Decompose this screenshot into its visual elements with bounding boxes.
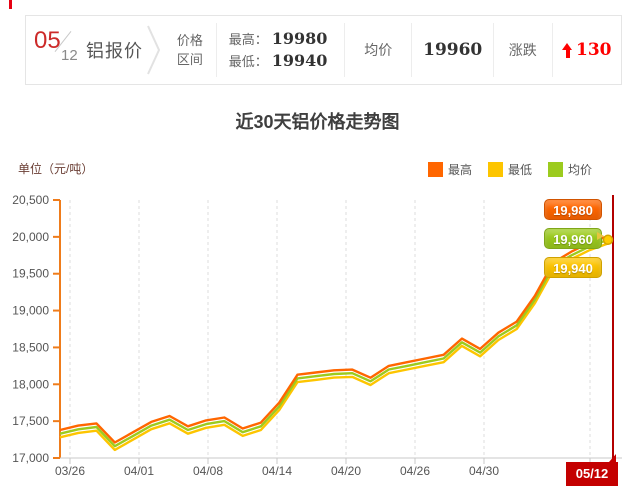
quote-id-section: 05 12 铝报价 xyxy=(26,16,164,84)
x-tick-label: 04/26 xyxy=(400,464,430,478)
price-range-label-line1: 价格 xyxy=(176,33,203,48)
chevron-right-icon xyxy=(147,25,161,75)
y-tick-label: 17,000 xyxy=(12,451,49,465)
series-line-最低 xyxy=(59,242,609,452)
y-tick-label: 17,500 xyxy=(12,414,49,428)
legend-label-low: 最低 xyxy=(507,163,532,177)
date-month: 05 xyxy=(34,27,61,54)
end-badge-low: 19,940 xyxy=(544,257,602,278)
low-row: 最低： 19940 xyxy=(229,50,328,72)
legend-item-avg[interactable]: 均价 xyxy=(547,161,592,178)
y-tick-label: 20,000 xyxy=(12,230,49,244)
high-value: 19980 xyxy=(271,29,328,48)
series-line-最高 xyxy=(59,234,609,444)
series-line-均价 xyxy=(59,238,609,448)
divider xyxy=(492,23,494,77)
change-value: 130 xyxy=(576,40,612,60)
change-label-section: 涨跌 xyxy=(494,16,552,84)
chart-legend: 最高 最低 均价 xyxy=(427,161,592,178)
chart-title: 近30天铝价格走势图 xyxy=(235,112,400,132)
x-tick-label: 04/20 xyxy=(331,464,361,478)
legend-swatch-low xyxy=(487,162,503,177)
x-tick-label: 04/30 xyxy=(469,464,499,478)
legend-label-avg: 均价 xyxy=(567,163,592,177)
top-red-marker xyxy=(9,0,12,9)
y-tick-label: 19,500 xyxy=(12,267,49,281)
avg-value: 19960 xyxy=(423,40,483,60)
y-tick-label: 18,000 xyxy=(12,377,49,391)
x-tick-label: 04/14 xyxy=(262,464,292,478)
change-label: 涨跌 xyxy=(508,41,537,58)
date-badge: 05 12 xyxy=(34,27,80,73)
legend-item-low[interactable]: 最低 xyxy=(487,161,532,178)
legend-swatch-high xyxy=(427,162,443,177)
quote-bar: 05 12 铝报价 价格 区间 最高： 19980 最低： 19940 xyxy=(25,15,622,85)
x-tick-label: 03/26 xyxy=(55,464,85,478)
divider xyxy=(215,23,217,77)
low-label: 最低： xyxy=(228,54,268,69)
endpoint-dot xyxy=(602,234,614,246)
high-label: 最高： xyxy=(228,32,268,47)
y-tick-label: 18,500 xyxy=(12,340,49,354)
date-day: 12 xyxy=(61,47,78,64)
price-range-label: 价格 区间 xyxy=(164,16,216,84)
high-low-section: 最高： 19980 最低： 19940 xyxy=(217,16,344,84)
divider xyxy=(411,23,413,77)
legend-label-high: 最高 xyxy=(447,163,472,177)
avg-label-section: 均价 xyxy=(345,16,412,84)
end-badge-avg: 19,960 xyxy=(544,228,602,249)
divider xyxy=(551,23,553,77)
endpoint-pointer-icon xyxy=(597,232,604,240)
price-trend-chart: 20,500 20,000 19,500 19,000 18,500 18,000 17,5… xyxy=(12,193,622,478)
up-arrow-icon xyxy=(562,42,573,58)
price-range-label-line2: 区间 xyxy=(176,52,203,67)
divider xyxy=(343,23,345,77)
today-date-flag: 05/12 xyxy=(566,454,618,486)
avg-label: 均价 xyxy=(364,41,393,58)
quote-title: 铝报价 xyxy=(86,41,143,61)
low-value: 19940 xyxy=(271,51,328,70)
x-tick-label: 04/08 xyxy=(193,464,223,478)
legend-swatch-avg xyxy=(547,162,563,177)
y-tick-label: 19,000 xyxy=(12,304,49,318)
x-tick-label: 04/01 xyxy=(124,464,154,478)
change-value-section: 130 xyxy=(553,16,622,84)
high-row: 最高： 19980 xyxy=(229,28,328,50)
legend-item-high[interactable]: 最高 xyxy=(427,161,472,178)
avg-value-section: 19960 xyxy=(412,16,492,84)
unit-label: 单位（元/吨） xyxy=(18,162,94,176)
y-tick-label: 20,500 xyxy=(12,193,49,207)
end-badge-high: 19,980 xyxy=(544,199,602,220)
